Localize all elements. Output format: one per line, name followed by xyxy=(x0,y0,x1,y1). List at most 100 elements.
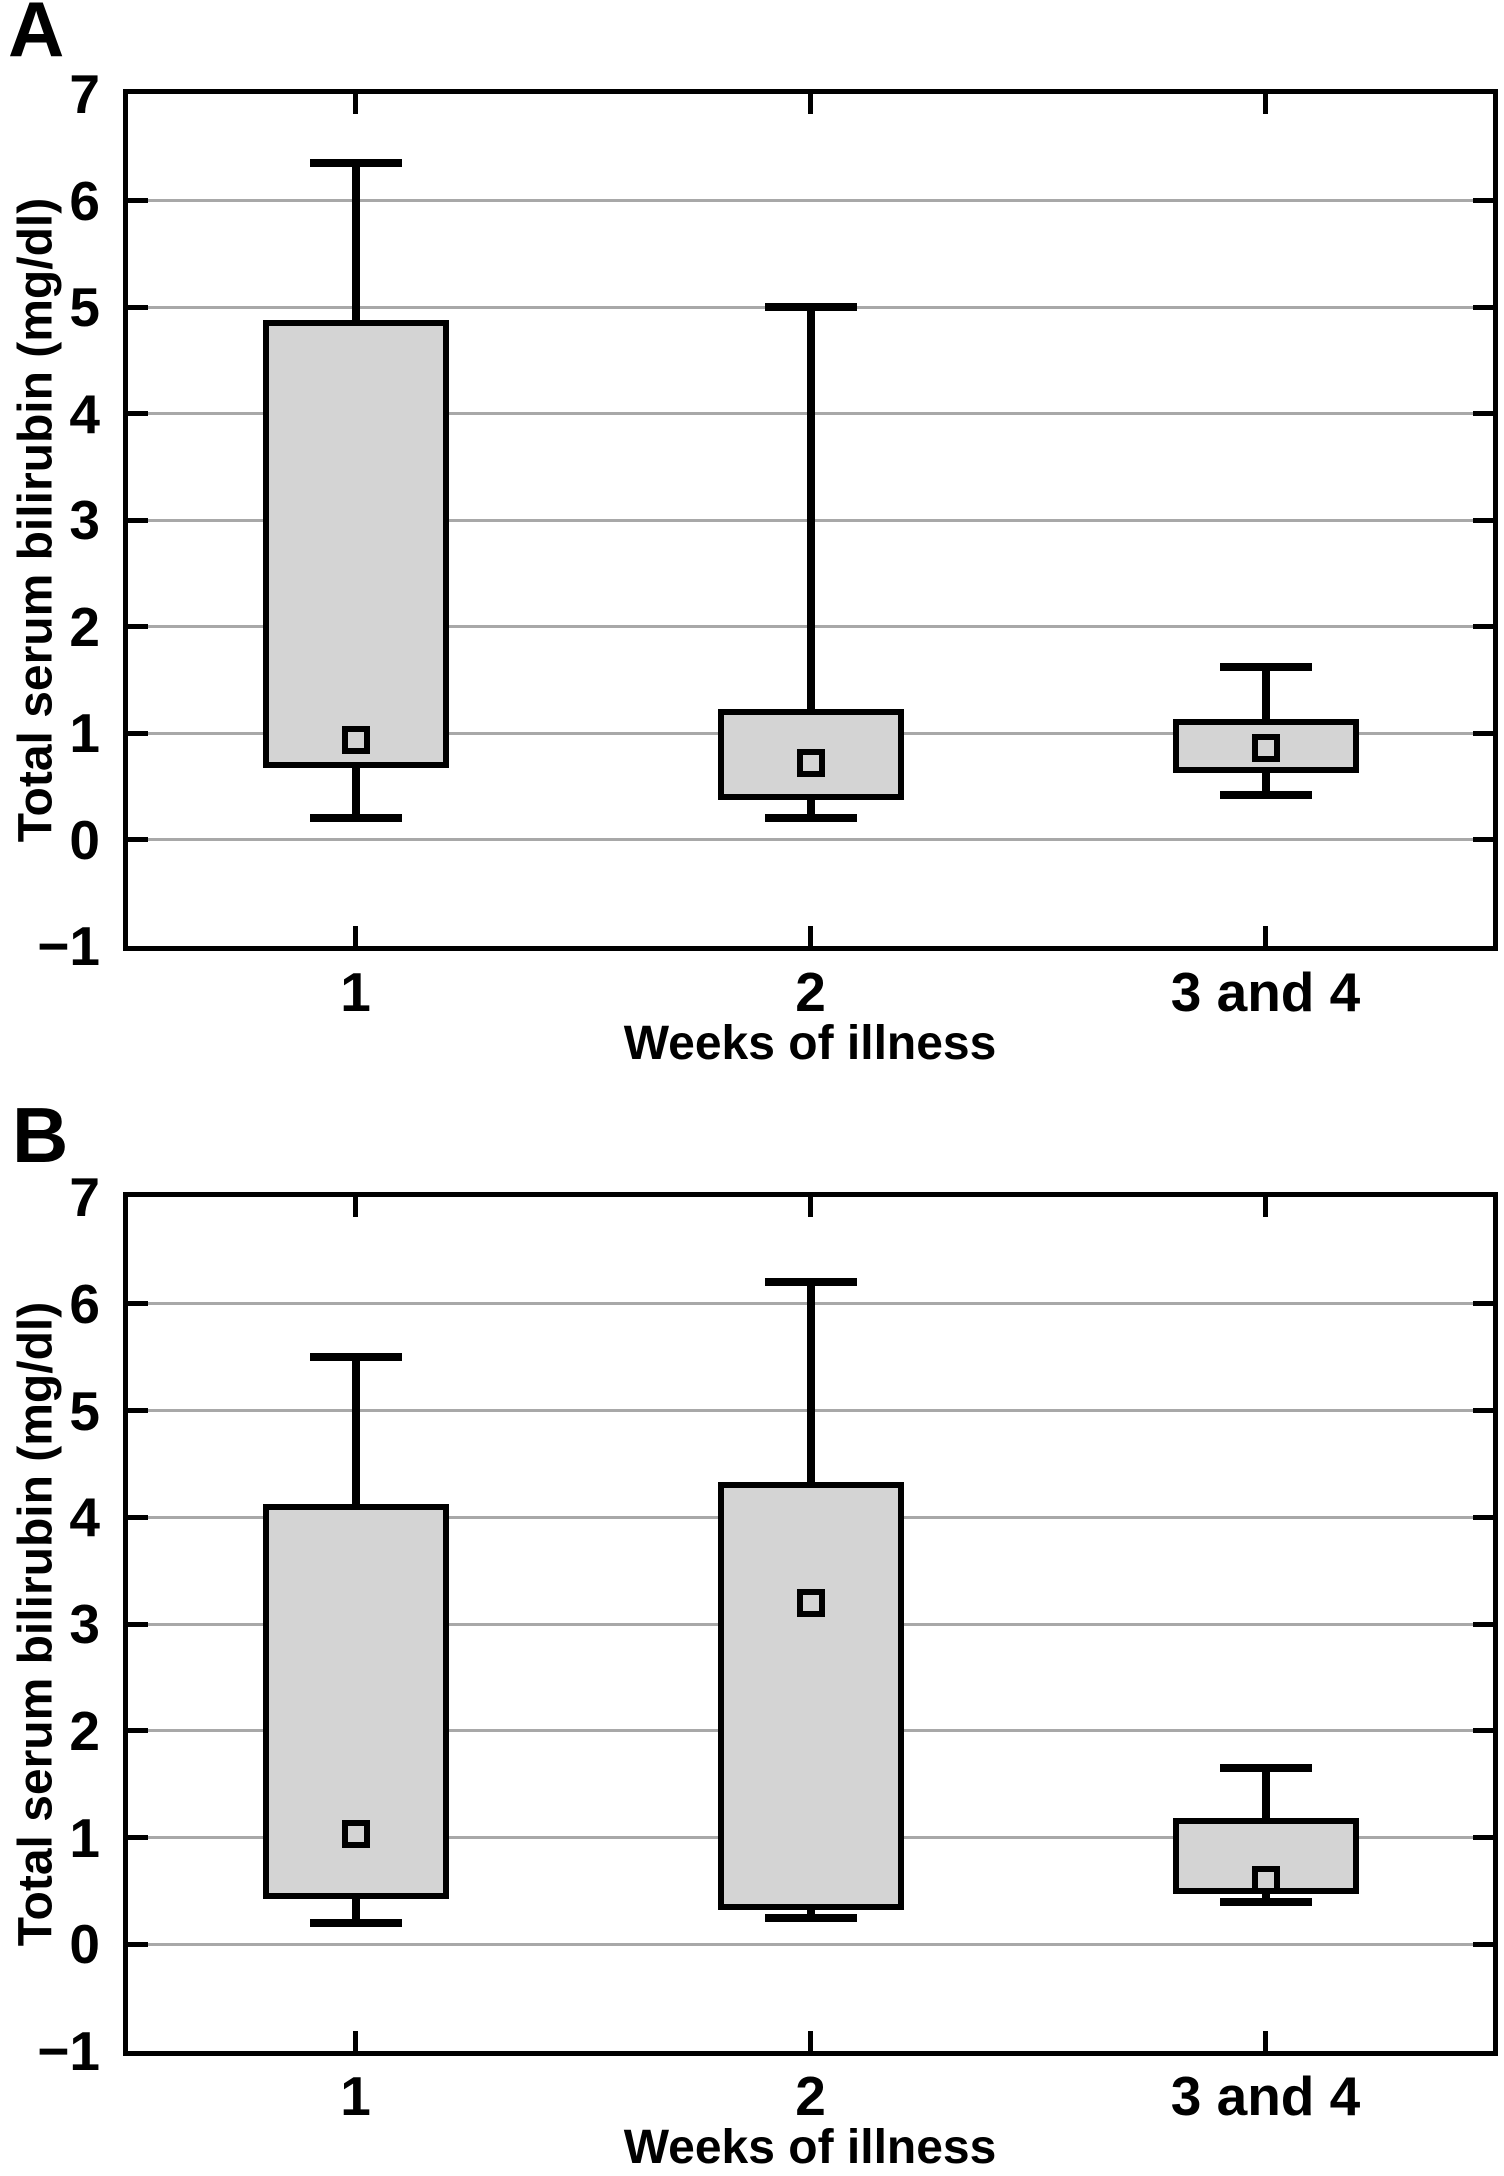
y-axis-tick-right xyxy=(1473,1728,1493,1734)
y-axis-tick-left xyxy=(128,1408,148,1413)
x-axis-tick-bottom xyxy=(1263,926,1268,946)
mean-marker xyxy=(796,748,825,777)
x-axis-tick-bottom xyxy=(808,2031,813,2051)
y-tick-label: 7 xyxy=(69,1166,100,1228)
y-axis-tick-left xyxy=(128,1621,148,1627)
x-axis-tick-top xyxy=(353,94,358,114)
y-axis-tick-left xyxy=(128,411,148,416)
gridline xyxy=(128,1942,1493,1946)
y-axis-tick-right xyxy=(1473,411,1493,416)
mean-marker xyxy=(1251,1866,1280,1895)
whisker-upper-cap xyxy=(764,1278,857,1287)
y-axis-tick-right xyxy=(1473,198,1493,203)
y-tick-label: 3 xyxy=(69,1593,100,1655)
x-tick-label: 2 xyxy=(795,2065,826,2127)
y-tick-label: 0 xyxy=(69,1913,100,1976)
x-axis-tick-top xyxy=(808,1197,813,1217)
whisker-lower-cap xyxy=(764,1913,857,1922)
y-axis-tick-right xyxy=(1473,1941,1493,1947)
mean-marker xyxy=(341,726,370,755)
y-tick-label: 2 xyxy=(69,1699,100,1762)
gridline xyxy=(128,838,1493,841)
y-axis-tick-left xyxy=(128,730,148,736)
y-axis-tick-left xyxy=(128,1514,148,1520)
y-tick-label: 5 xyxy=(69,1379,100,1442)
y-axis-tick-left xyxy=(128,837,148,842)
whisker-lower-line xyxy=(351,1896,360,1923)
y-tick-label: 6 xyxy=(69,169,100,232)
y-axis-tick-left xyxy=(128,1728,148,1734)
panel-a-letter: A xyxy=(8,0,65,73)
whisker-upper-line xyxy=(1261,1768,1270,1822)
box-iqr xyxy=(717,1482,904,1910)
box-iqr xyxy=(717,708,904,800)
y-axis-tick-right xyxy=(1473,730,1493,736)
whisker-upper-cap xyxy=(309,159,402,168)
y-tick-label: 1 xyxy=(69,702,100,764)
y-axis-tick-left xyxy=(128,198,148,203)
y-tick-label: 6 xyxy=(69,1272,100,1335)
whisker-lower-cap xyxy=(764,814,857,823)
y-axis-tick-right xyxy=(1473,1835,1493,1840)
panel-b: B Total serum bilirubin (mg/dl) Weeks of… xyxy=(0,1096,1504,2176)
whisker-lower-line xyxy=(1261,1890,1270,1902)
plot-area-b xyxy=(123,1192,1498,2056)
x-axis-tick-bottom xyxy=(353,926,358,946)
whisker-upper-cap xyxy=(1219,662,1312,671)
whisker-upper-line xyxy=(351,163,360,323)
x-tick-label: 3 and 4 xyxy=(1170,2065,1361,2127)
y-tick-label: 5 xyxy=(69,276,100,338)
whisker-lower-line xyxy=(351,764,360,819)
x-axis-tick-bottom xyxy=(1263,2031,1268,2051)
y-axis-tick-right xyxy=(1473,1408,1493,1413)
x-tick-label: 1 xyxy=(340,2065,371,2127)
y-axis-tick-right xyxy=(1473,517,1493,523)
box-iqr xyxy=(262,319,449,768)
y-axis-tick-left xyxy=(128,1301,148,1307)
x-axis-tick-top xyxy=(353,1197,358,1217)
whisker-lower-cap xyxy=(309,814,402,823)
whisker-upper-line xyxy=(351,1357,360,1507)
y-axis-tick-left xyxy=(128,1941,148,1947)
y-axis-tick-right xyxy=(1473,304,1493,310)
panel-b-letter: B xyxy=(12,1091,69,1179)
y-axis-tick-left xyxy=(128,624,148,629)
gridline xyxy=(128,199,1493,202)
x-axis-tick-top xyxy=(1263,94,1268,114)
whisker-upper-line xyxy=(806,1282,815,1486)
y-tick-label: 4 xyxy=(69,1486,100,1549)
whisker-upper-cap xyxy=(309,1353,402,1362)
x-axis-tick-bottom xyxy=(808,926,813,946)
box-iqr xyxy=(262,1503,449,1900)
whisker-lower-line xyxy=(806,796,815,819)
y-axis-tick-left xyxy=(128,1835,148,1840)
y-axis-tick-right xyxy=(1473,1514,1493,1520)
whisker-lower-line xyxy=(1261,770,1270,795)
y-axis-tick-right xyxy=(1473,624,1493,629)
y-axis-tick-right xyxy=(1473,1621,1493,1627)
y-tick-label: −1 xyxy=(37,2020,100,2082)
whisker-lower-line xyxy=(806,1906,815,1918)
whisker-upper-cap xyxy=(764,303,857,311)
y-axis-tick-right xyxy=(1473,1301,1493,1307)
mean-marker xyxy=(796,1588,825,1617)
y-tick-label: 2 xyxy=(69,595,100,658)
panel-a: A Total serum bilirubin (mg/dl) Weeks of… xyxy=(8,0,1498,1070)
x-tick-label: 1 xyxy=(340,961,371,1023)
x-axis-title: Weeks of illness xyxy=(623,2121,997,2174)
y-axis-tick-left xyxy=(128,517,148,523)
box-iqr xyxy=(1172,719,1359,774)
y-tick-label: 0 xyxy=(69,808,100,871)
x-tick-label: 3 and 4 xyxy=(1170,961,1361,1023)
whisker-lower-cap xyxy=(1219,1897,1312,1906)
y-axis-tick-left xyxy=(128,304,148,310)
y-tick-label: −1 xyxy=(37,915,100,977)
x-axis-tick-bottom xyxy=(353,2031,358,2051)
whisker-lower-cap xyxy=(1219,790,1312,799)
whisker-upper-cap xyxy=(1219,1764,1312,1773)
y-tick-label: 7 xyxy=(69,63,100,125)
x-axis-title: Weeks of illness xyxy=(623,1017,997,1070)
y-tick-label: 3 xyxy=(69,489,100,551)
whisker-upper-line xyxy=(1261,666,1270,723)
